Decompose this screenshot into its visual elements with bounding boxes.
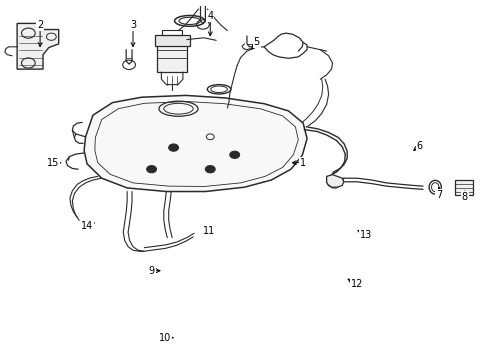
Polygon shape [454, 180, 472, 195]
Polygon shape [326, 175, 343, 187]
Polygon shape [17, 23, 59, 69]
Text: 9: 9 [148, 266, 154, 276]
Circle shape [229, 151, 239, 158]
Text: 10: 10 [159, 333, 171, 343]
Text: 5: 5 [253, 37, 259, 48]
Text: 1: 1 [300, 158, 305, 168]
Circle shape [168, 144, 178, 151]
Text: 3: 3 [130, 20, 136, 30]
Text: 14: 14 [81, 221, 93, 231]
Circle shape [146, 166, 156, 173]
Text: 4: 4 [207, 11, 213, 21]
Text: 7: 7 [435, 190, 441, 200]
Text: 2: 2 [37, 20, 43, 30]
Polygon shape [84, 95, 306, 192]
Text: 8: 8 [461, 192, 467, 202]
Polygon shape [157, 43, 186, 72]
Text: 11: 11 [203, 226, 215, 236]
Text: 6: 6 [416, 141, 422, 151]
Text: 15: 15 [46, 158, 59, 168]
Polygon shape [154, 35, 189, 46]
Text: 12: 12 [350, 279, 363, 289]
Text: 13: 13 [359, 230, 371, 240]
Circle shape [205, 166, 215, 173]
